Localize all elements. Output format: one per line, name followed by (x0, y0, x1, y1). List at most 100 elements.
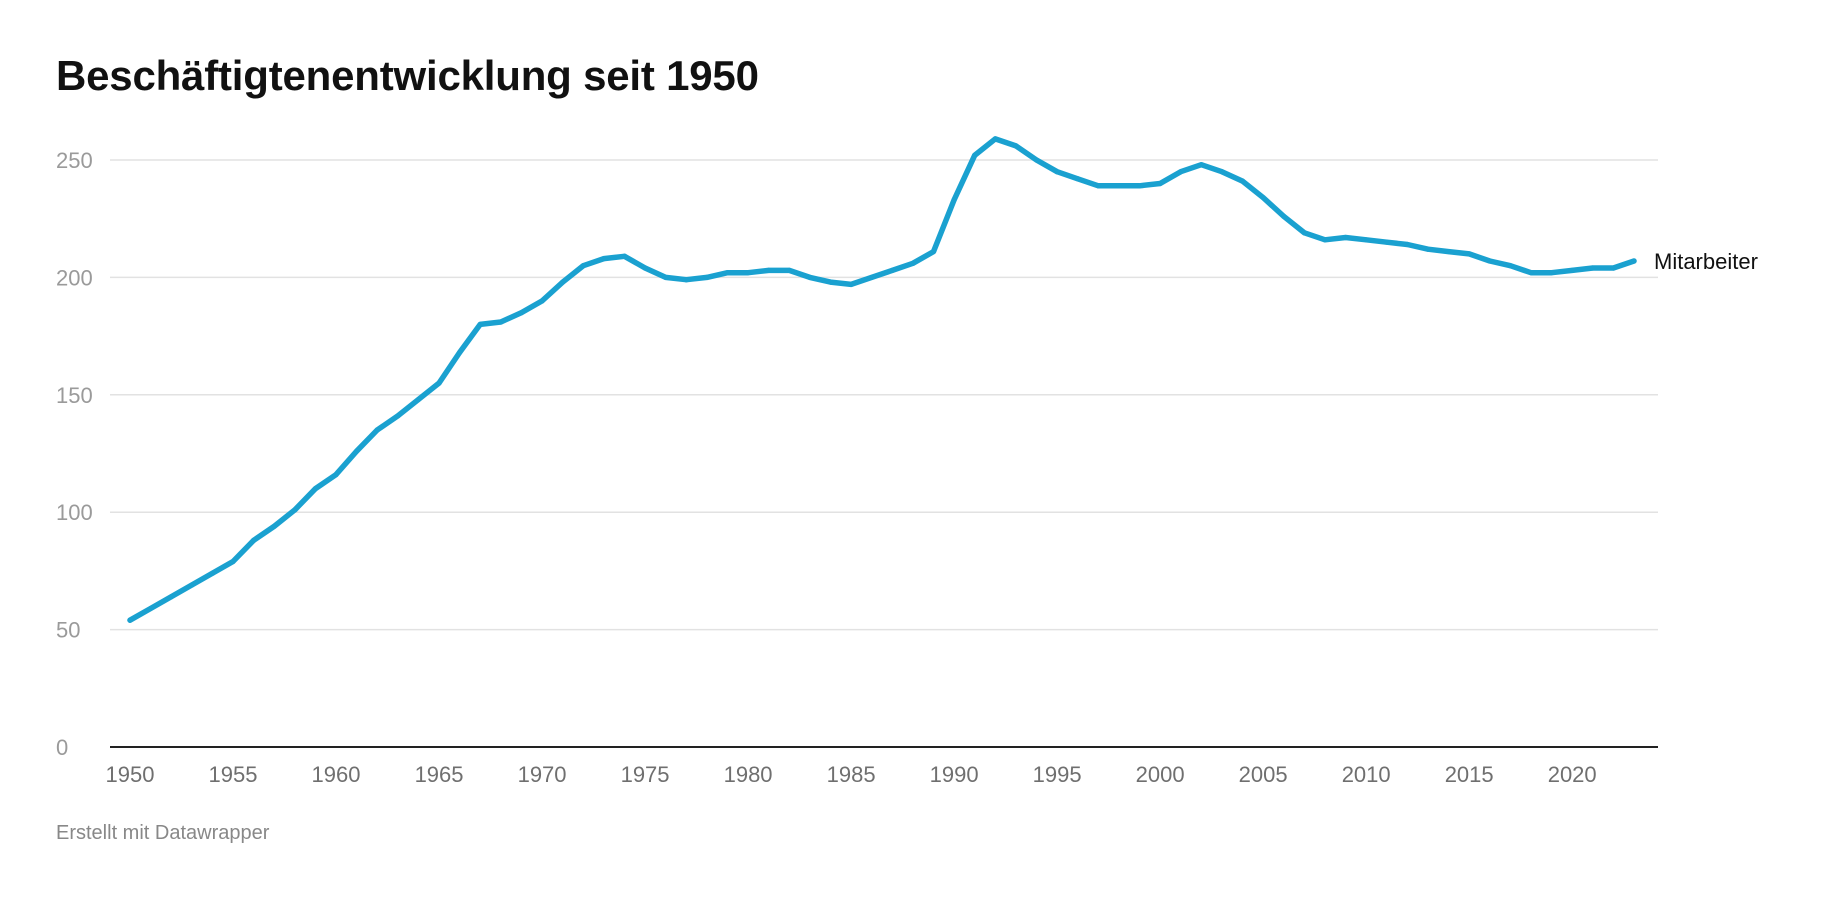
y-tick-label: 250 (56, 148, 93, 173)
data-point (168, 594, 174, 600)
data-point (889, 267, 895, 273)
data-point (1075, 176, 1081, 182)
data-point (745, 270, 751, 276)
data-point (601, 256, 607, 262)
data-point (477, 321, 483, 327)
data-point (560, 279, 566, 285)
data-point (683, 277, 689, 283)
y-tick-label: 50 (56, 618, 80, 643)
x-tick-label: 2000 (1136, 762, 1185, 787)
data-point (1033, 157, 1040, 163)
x-tick-label: 1965 (415, 762, 464, 787)
data-point (189, 582, 195, 588)
data-point (374, 427, 380, 433)
data-point (972, 152, 978, 158)
data-point (518, 310, 525, 316)
data-point (1219, 169, 1225, 175)
data-point (1239, 178, 1246, 184)
x-tick-label: 1955 (209, 762, 258, 787)
data-point (127, 617, 133, 623)
data-point (436, 380, 442, 386)
data-point (1487, 258, 1493, 264)
series-group: Mitarbeiter (127, 136, 1758, 623)
data-point (1178, 169, 1184, 175)
data-point (724, 270, 731, 276)
data-point (1445, 248, 1452, 255)
data-point (1610, 265, 1616, 271)
data-point (930, 248, 937, 255)
data-point (1590, 265, 1596, 271)
data-point (1054, 169, 1060, 175)
data-point (910, 260, 916, 266)
data-point (580, 263, 586, 269)
data-point (1404, 241, 1410, 248)
data-point (333, 472, 339, 478)
data-point (766, 267, 772, 273)
data-point (1425, 246, 1431, 252)
data-point (292, 507, 298, 513)
series-line-mitarbeiter (127, 136, 1637, 623)
x-tick-label: 1960 (312, 762, 361, 787)
data-point (1281, 213, 1287, 219)
data-point (271, 523, 277, 529)
data-point (457, 349, 463, 356)
data-point (1384, 239, 1390, 245)
data-point (1260, 194, 1266, 201)
data-point (827, 279, 834, 285)
data-point (1013, 143, 1019, 149)
data-point (1548, 270, 1555, 276)
y-tick-label: 100 (56, 500, 93, 525)
x-tick-label: 1950 (106, 762, 155, 787)
x-tick-label: 2010 (1342, 762, 1391, 787)
data-point (230, 558, 236, 565)
data-point (251, 537, 257, 543)
data-point (1466, 251, 1472, 257)
data-point (621, 253, 628, 259)
chart-title: Beschäftigtenentwicklung seit 1950 (56, 52, 759, 99)
data-point (1631, 258, 1637, 264)
data-point (1342, 234, 1349, 241)
data-point (807, 274, 813, 280)
x-tick-label: 2020 (1548, 762, 1597, 787)
source-footer: Erstellt mit Datawrapper (56, 822, 270, 844)
x-tick-label: 1990 (930, 762, 979, 787)
x-tick-label: 1985 (827, 762, 876, 787)
data-point (312, 486, 319, 492)
data-point (1116, 183, 1122, 189)
data-point (1301, 230, 1307, 236)
data-point (415, 396, 422, 403)
x-tick-label: 1970 (518, 762, 567, 787)
data-point (869, 274, 875, 280)
data-point (1569, 267, 1575, 273)
data-point (1095, 183, 1101, 189)
data-point (1528, 270, 1534, 276)
data-point (642, 265, 648, 271)
data-point (148, 605, 154, 612)
data-point (209, 570, 216, 576)
data-point (1322, 237, 1328, 243)
series-label-mitarbeiter: Mitarbeiter (1654, 249, 1758, 274)
x-axis: 1950 1955 1960 1965 1970 1975 1980 1985 1990 1995… (106, 762, 1597, 787)
data-point (663, 274, 669, 280)
x-tick-label: 1980 (724, 762, 773, 787)
y-tick-label: 150 (56, 383, 93, 408)
x-tick-label: 1995 (1033, 762, 1082, 787)
data-point (354, 448, 360, 454)
data-point (1507, 263, 1513, 269)
data-point (951, 197, 957, 203)
data-point (539, 298, 545, 304)
y-axis: 0 50 100 150 200 250 (56, 148, 93, 760)
data-point (395, 413, 401, 419)
data-point (1198, 162, 1204, 168)
y-tick-label: 200 (56, 265, 93, 290)
data-point (1157, 180, 1163, 187)
x-tick-label: 2015 (1445, 762, 1494, 787)
x-tick-label: 1975 (621, 762, 670, 787)
data-point (848, 281, 854, 288)
data-point (1363, 237, 1369, 243)
data-point (498, 319, 504, 325)
y-tick-label: 0 (56, 735, 68, 760)
data-point (1136, 183, 1143, 189)
data-point (704, 274, 710, 280)
